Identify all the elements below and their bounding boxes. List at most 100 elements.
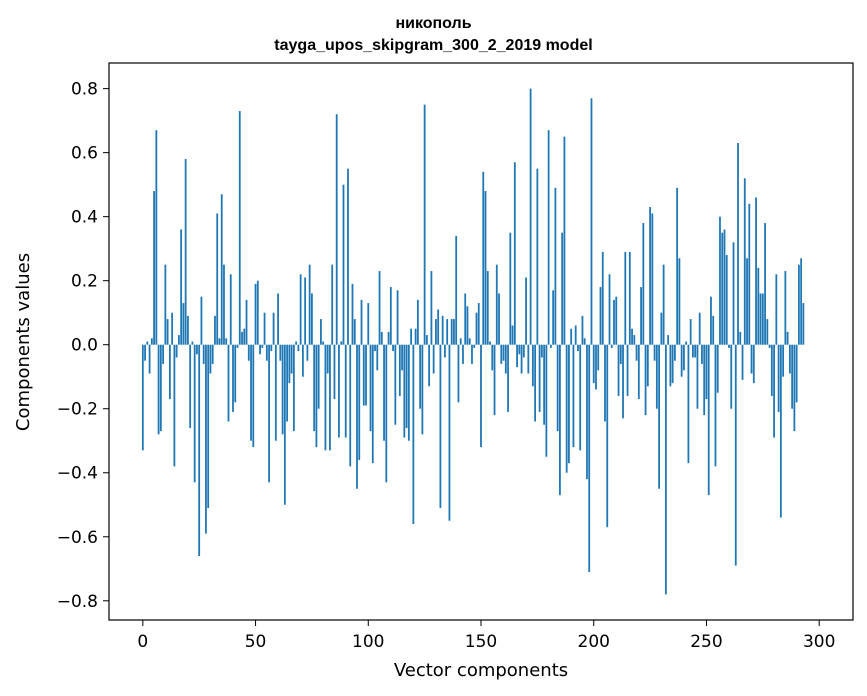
bar bbox=[635, 344, 638, 361]
bar bbox=[520, 344, 523, 374]
bar bbox=[313, 344, 316, 432]
bar bbox=[333, 344, 336, 400]
y-tick-label: −0.4 bbox=[57, 464, 98, 484]
bar bbox=[671, 344, 674, 384]
bar bbox=[712, 315, 715, 345]
bar bbox=[290, 344, 293, 374]
bar bbox=[640, 287, 642, 345]
bar bbox=[773, 344, 775, 438]
bar bbox=[223, 264, 225, 345]
bar bbox=[171, 312, 174, 345]
bar bbox=[775, 274, 778, 345]
bar bbox=[425, 335, 428, 345]
bar bbox=[394, 344, 397, 425]
bar bbox=[577, 344, 579, 352]
bar bbox=[419, 344, 422, 409]
bar bbox=[191, 341, 194, 345]
bar bbox=[308, 264, 311, 345]
bar bbox=[734, 344, 737, 566]
bar bbox=[660, 312, 663, 345]
bar bbox=[646, 344, 649, 387]
bar bbox=[547, 130, 550, 345]
bar bbox=[743, 178, 746, 345]
plot-frame bbox=[108, 62, 854, 621]
y-axis-ticks: −0.8 −0.6 −0.4 −0.2 0.0 0.2 0.4 0.6 0.8 bbox=[57, 80, 109, 612]
bar bbox=[299, 274, 302, 345]
bar bbox=[714, 344, 717, 467]
bar bbox=[342, 184, 345, 345]
bar bbox=[164, 264, 167, 345]
bar bbox=[335, 114, 338, 345]
bar bbox=[628, 251, 631, 345]
bar bbox=[568, 344, 570, 464]
bar bbox=[466, 306, 469, 345]
y-axis-label: Components values bbox=[13, 253, 34, 431]
bar bbox=[380, 331, 383, 345]
bar bbox=[653, 344, 656, 361]
bar bbox=[610, 344, 613, 348]
bar bbox=[196, 344, 198, 355]
bar bbox=[759, 293, 762, 345]
x-tick-label: 0 bbox=[137, 632, 148, 652]
bar bbox=[513, 162, 516, 345]
bar bbox=[435, 319, 437, 345]
bar bbox=[556, 344, 559, 432]
y-tick-label: −0.2 bbox=[57, 400, 98, 420]
bar bbox=[642, 223, 645, 345]
bar bbox=[583, 338, 586, 345]
bar bbox=[604, 344, 606, 422]
bar bbox=[615, 296, 618, 345]
bar bbox=[175, 344, 178, 358]
bar bbox=[177, 335, 180, 345]
bar bbox=[462, 344, 464, 364]
bar bbox=[680, 344, 683, 377]
bar bbox=[202, 344, 205, 364]
bar bbox=[581, 315, 584, 345]
bar bbox=[216, 213, 219, 345]
y-tick-label: 0.4 bbox=[71, 208, 98, 228]
bar bbox=[274, 344, 277, 441]
bar bbox=[141, 344, 144, 451]
bar bbox=[448, 344, 451, 521]
chart-subtitle: tayga_upos_skipgram_300_2_2019 model bbox=[274, 37, 593, 54]
bar bbox=[353, 319, 356, 345]
bar bbox=[552, 290, 555, 345]
bar bbox=[320, 319, 322, 345]
bar bbox=[272, 312, 275, 345]
bar bbox=[777, 344, 780, 412]
bar bbox=[146, 341, 149, 345]
bar bbox=[416, 299, 419, 345]
bar bbox=[658, 344, 661, 489]
bar bbox=[728, 344, 730, 348]
bar bbox=[383, 344, 385, 441]
bar bbox=[486, 271, 489, 345]
bar bbox=[468, 338, 471, 345]
y-tick-label: 0.6 bbox=[71, 144, 98, 164]
x-tick-label: 300 bbox=[803, 632, 835, 652]
bar bbox=[387, 331, 390, 345]
bar bbox=[376, 344, 379, 371]
bar bbox=[446, 319, 449, 345]
bar bbox=[428, 344, 431, 387]
bar bbox=[410, 328, 413, 345]
bar bbox=[351, 283, 354, 345]
bar bbox=[484, 191, 487, 345]
bar bbox=[644, 344, 647, 416]
bar bbox=[392, 344, 394, 352]
bar bbox=[245, 299, 248, 345]
bar bbox=[227, 344, 230, 422]
bar bbox=[189, 344, 192, 428]
bar bbox=[619, 344, 622, 364]
bar bbox=[570, 328, 573, 345]
bar bbox=[597, 344, 600, 371]
bar bbox=[748, 203, 751, 345]
bar bbox=[453, 319, 455, 345]
bar bbox=[362, 344, 365, 406]
bar bbox=[457, 344, 460, 403]
bar bbox=[464, 293, 467, 345]
bar bbox=[295, 341, 298, 345]
bar bbox=[579, 344, 582, 451]
bar bbox=[495, 264, 498, 345]
bar bbox=[574, 325, 577, 345]
